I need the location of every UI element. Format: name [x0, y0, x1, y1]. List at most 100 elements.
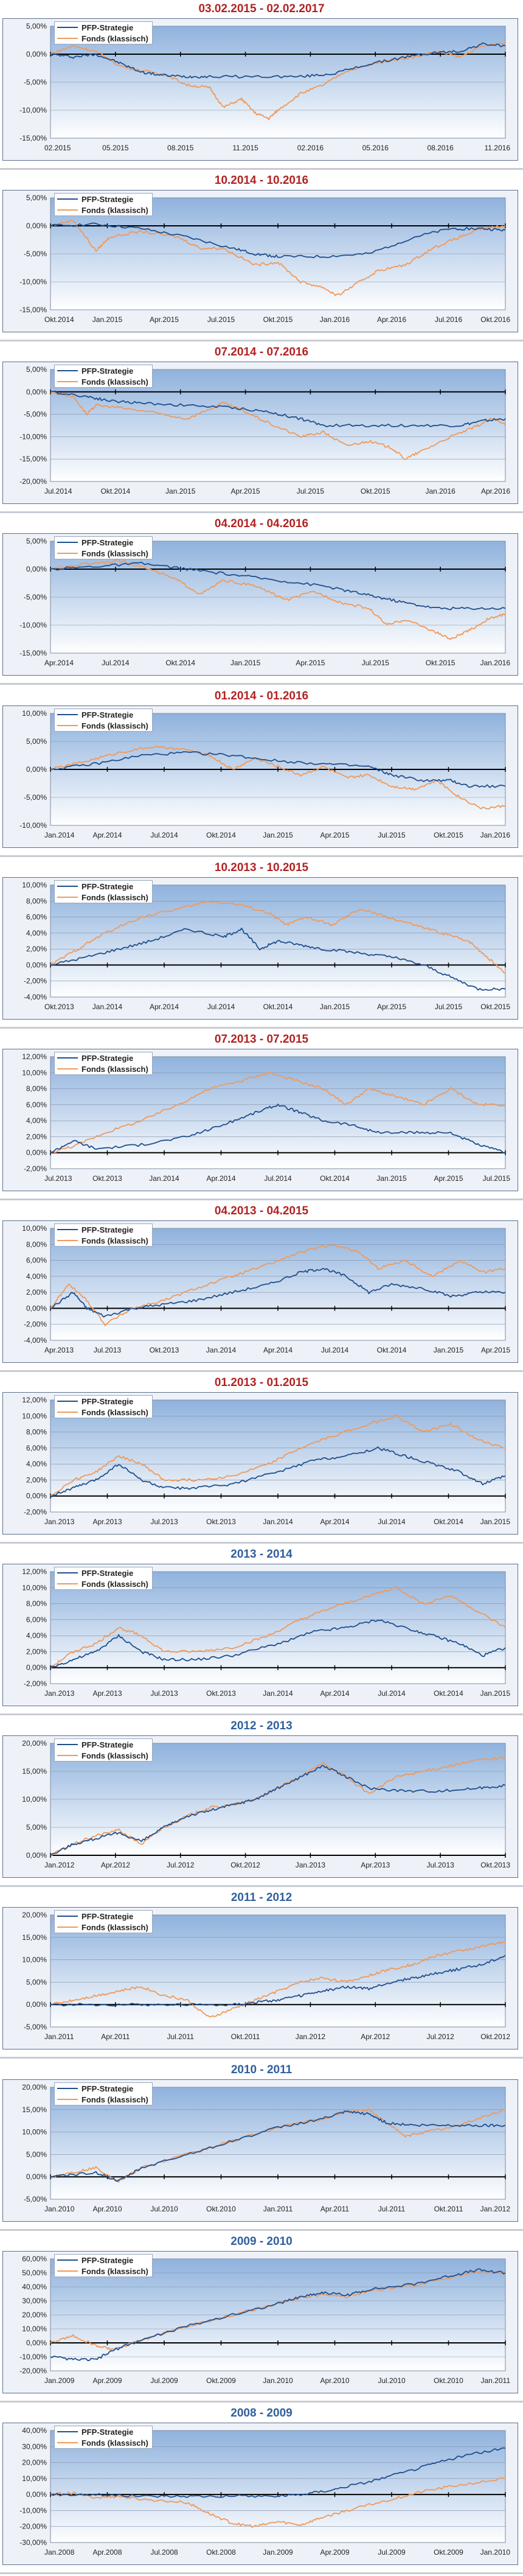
y-tick-label: 10,00% — [22, 2128, 47, 2137]
legend-swatch — [57, 553, 78, 554]
series-line-fonds-klassisch — [50, 391, 506, 460]
chart-title: 2013 - 2014 — [230, 1548, 293, 1561]
y-tick-label: 0,00% — [26, 2172, 47, 2181]
x-tick-label: Jul.2015 — [362, 659, 390, 667]
y-tick-label: 20,00% — [22, 2459, 47, 2467]
x-tick-label: Jan.2010 — [480, 2548, 511, 2557]
panel-divider — [0, 1370, 523, 1372]
x-tick-label: Okt.2008 — [206, 2548, 236, 2557]
chart-frame: 10,00% 8,00% 6,00% 4,00% 2,00% 0,00% -2,00% -4,… — [2, 1220, 518, 1363]
x-tick-label: Jul.2014 — [207, 1003, 235, 1011]
y-tick-label: 15,00% — [22, 1767, 47, 1776]
x-tick-label: Okt.2015 — [361, 487, 390, 495]
x-tick-label: Jan.2008 — [44, 2548, 75, 2557]
legend-swatch — [57, 381, 78, 382]
legend-entry: Fonds (klassisch) — [55, 2266, 152, 2277]
chart-legend: PFP-Strategie Fonds (klassisch) — [54, 2082, 153, 2105]
legend-entry: PFP-Strategie — [55, 2083, 152, 2094]
x-tick-label: Apr.2011 — [320, 2205, 349, 2213]
legend-label: Fonds (klassisch) — [81, 205, 148, 215]
series-line-fonds-klassisch — [50, 2108, 506, 2183]
y-tick-label: 0,00% — [26, 1492, 47, 1500]
x-tick-label: Jan.2011 — [44, 2032, 74, 2041]
plot-area — [50, 1571, 506, 1684]
y-tick-label: -5,00% — [24, 593, 47, 601]
legend-label: PFP-Strategie — [81, 537, 134, 547]
y-tick-label: 60,00% — [22, 2255, 47, 2263]
x-tick-label: Apr.2016 — [377, 315, 406, 324]
y-tick-label: -5,00% — [24, 793, 47, 802]
series-line-fonds-klassisch — [50, 1941, 506, 2017]
legend-entry: PFP-Strategie — [55, 1396, 152, 1407]
legend-entry: Fonds (klassisch) — [55, 548, 152, 559]
x-tick-label: Jul.2016 — [435, 315, 463, 324]
x-tick-label: Jul.2014 — [321, 1346, 349, 1354]
y-tick-label: 10,00% — [22, 881, 47, 889]
x-tick-label: Okt.2011 — [434, 2205, 463, 2213]
legend-swatch — [57, 1572, 78, 1573]
panel-divider — [0, 1713, 523, 1715]
series-line-fonds-klassisch — [50, 2477, 506, 2528]
x-tick-label: Okt.2013 — [206, 1517, 236, 1526]
x-tick-label: Okt.2010 — [206, 2205, 236, 2213]
y-tick-label: 0,00% — [26, 765, 47, 774]
legend-swatch — [57, 1755, 78, 1756]
y-tick-label: 10,00% — [22, 709, 47, 718]
x-tick-label: Jul.2011 — [167, 2032, 194, 2041]
y-tick-label: 20,00% — [22, 2083, 47, 2091]
x-tick-label: Jan.2012 — [480, 2205, 511, 2213]
legend-entry: Fonds (klassisch) — [55, 720, 152, 731]
legend-swatch — [57, 1401, 78, 1402]
y-tick-label: 0,00% — [26, 1664, 47, 1672]
x-tick-label: Okt.2013 — [480, 1861, 510, 1869]
x-tick-label: Okt.2014 — [320, 1174, 350, 1183]
legend-swatch — [57, 27, 78, 28]
y-tick-label: -10,00% — [19, 821, 47, 830]
y-tick-label: -2,00% — [24, 1320, 47, 1329]
x-tick-label: Apr.2014 — [150, 1003, 179, 1011]
x-tick-label: Jan.2011 — [263, 2205, 293, 2213]
y-tick-label: -10,00% — [19, 2506, 47, 2515]
x-tick-label: Apr.2015 — [296, 659, 325, 667]
legend-swatch — [57, 886, 78, 887]
y-tick-label: -20,00% — [19, 477, 47, 486]
x-tick-label: 08.2015 — [167, 144, 194, 152]
chart-title: 2010 - 2011 — [230, 2063, 293, 2076]
x-tick-label: Jul.2014 — [102, 659, 130, 667]
chart-legend: PFP-Strategie Fonds (klassisch) — [54, 880, 153, 903]
y-tick-label: 10,00% — [22, 1068, 47, 1077]
chart-panel: 2009 - 2010 60,00% 50,00% 40,00% 30,00% 20,00… — [0, 2233, 523, 2404]
legend-entry: PFP-Strategie — [55, 709, 152, 720]
x-tick-label: Apr.2013 — [361, 1861, 390, 1869]
x-tick-label: Apr.2013 — [92, 1689, 122, 1698]
x-tick-label: Apr.2015 — [434, 1174, 463, 1183]
x-tick-label: Okt.2014 — [44, 315, 74, 324]
x-tick-label: Jan.2015 — [376, 1174, 407, 1183]
y-tick-label: -10,00% — [19, 2353, 47, 2361]
y-tick-label: 10,00% — [22, 2325, 47, 2333]
y-tick-label: -15,00% — [19, 134, 47, 142]
series-line-pfp-strategie — [50, 1955, 506, 2007]
legend-entry: Fonds (klassisch) — [55, 2437, 152, 2448]
x-tick-label: Jul.2015 — [207, 315, 235, 324]
chart-title: 10.2014 - 10.2016 — [214, 174, 309, 187]
x-tick-label: Jan.2015 — [230, 659, 261, 667]
series-line-pfp-strategie — [50, 390, 506, 427]
chart-panel: 2012 - 2013 20,00% 15,00% 10,00% 5,00% 0,00% J… — [0, 1717, 523, 1889]
chart-legend: PFP-Strategie Fonds (klassisch) — [54, 365, 153, 388]
legend-swatch — [57, 1412, 78, 1413]
legend-entry: PFP-Strategie — [55, 1567, 152, 1578]
chart-svg: 5,00%0,00%-5,00%-10,00%-15,00%-20,00%Jul… — [19, 365, 510, 495]
chart-frame: 40,00% 30,00% 20,00% 10,00% 0,00% -10,00% -20,… — [2, 2423, 518, 2565]
y-tick-label: 15,00% — [22, 1933, 47, 1942]
legend-swatch — [57, 725, 78, 726]
y-tick-label: 8,00% — [26, 1428, 47, 1437]
x-tick-label: Jul.2014 — [150, 831, 178, 839]
x-tick-label: Okt.2009 — [434, 2548, 463, 2557]
chart-svg: 20,00%15,00%10,00%5,00%0,00%-5,00%Jan.20… — [22, 1911, 510, 2041]
y-tick-label: 10,00% — [22, 1412, 47, 1420]
x-tick-label: Apr.2010 — [92, 2205, 122, 2213]
y-tick-label: -10,00% — [19, 106, 47, 114]
x-tick-label: Jul.2010 — [378, 2376, 406, 2385]
series-line-pfp-strategie — [50, 222, 506, 259]
